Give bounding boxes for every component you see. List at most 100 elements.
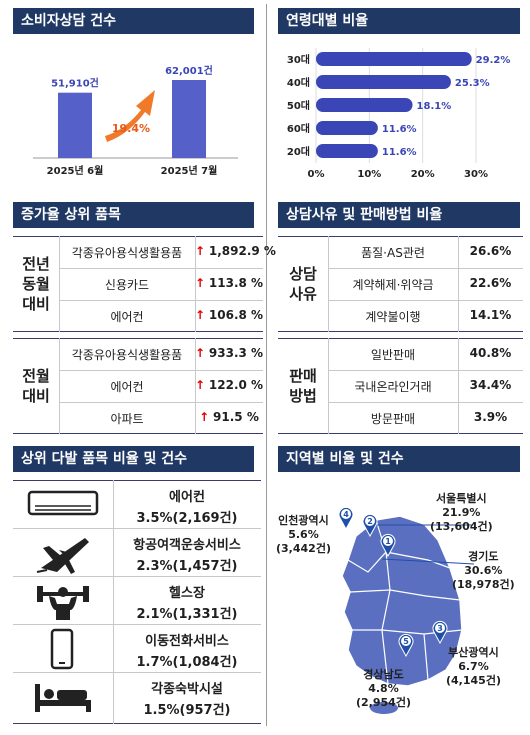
consult-bar [58, 92, 92, 158]
col-divider [195, 338, 196, 434]
region-header: 지역별 비율 및 건수 [278, 446, 520, 472]
mobile-phone-icon [50, 628, 74, 670]
age-xtick-label: 20% [411, 169, 435, 180]
reason-value-cell: 34.4% [458, 378, 523, 392]
region-name: 서울특별시 [436, 492, 487, 505]
reason-item: 품질·AS관련 [361, 246, 425, 260]
region-pct: 4.8% [368, 682, 399, 695]
increase-value-cell: ↑ 106.8 % [195, 308, 263, 322]
region-name: 인천광역시 [278, 514, 329, 527]
reason-value: 3.9% [473, 410, 508, 424]
age-bar-chart: 0% 10% 20% 30% 30대 29.2% 40대 25.3% 50대 18.1% 60대 1… [287, 48, 510, 180]
region-label-gyeonggi: 경기도 30.6% (18,978건) [452, 550, 515, 592]
increase-item: 에어컨 [110, 310, 144, 324]
gym-icon [37, 586, 89, 620]
map-pin-icon: 2 [362, 513, 378, 537]
reason-value-cell: 14.1% [458, 308, 523, 322]
age-xtick-label: 0% [308, 169, 325, 180]
increase-value: 1,892.9 % [208, 244, 276, 258]
top-items-divider [113, 480, 114, 724]
row-divider [13, 576, 261, 577]
region-name: 경상남도 [363, 668, 404, 681]
age-xtick-label: 30% [464, 169, 488, 180]
top-item-stat: 1.7%(1,084건) [136, 655, 238, 670]
age-value-label: 25.3% [455, 78, 490, 89]
reason-table: 상담 사유 품질·AS관련 26.6% 계약해제·위약금 22.6% 계약불이행 14.1%… [278, 236, 523, 434]
map-pin-icon: 5 [398, 633, 414, 657]
age-bar [316, 52, 472, 66]
consult-bar-chart: 51,910건 2025년 6월 62,001건 2025년 7월 19.4% [33, 64, 238, 177]
region-pct: 6.7% [458, 660, 489, 673]
consult-bar [172, 80, 206, 158]
airplane-icon [36, 538, 89, 574]
increase-arrow-icon [105, 90, 155, 142]
region-count: (18,978건) [452, 578, 515, 591]
age-value-label: 18.1% [417, 101, 452, 112]
increase-value-cell: ↑ 122.0 % [195, 378, 263, 392]
reason-item: 일반판매 [370, 348, 416, 362]
up-arrow-icon: ↑ [195, 244, 206, 258]
reason-group-label: 상담 사유 [289, 265, 317, 303]
increase-group-frame [13, 338, 263, 434]
region-pct: 21.9% [442, 506, 481, 519]
increase-group-frame [13, 236, 263, 332]
top-items-frame [13, 480, 261, 724]
row-divider [59, 370, 263, 371]
reason-value: 40.8% [469, 346, 512, 360]
col-divider [328, 236, 329, 332]
region-label-incheon: 인천광역시 5.6% (3,442건) [276, 514, 331, 556]
korea-mainland-shape [341, 515, 463, 687]
row-divider [328, 268, 523, 269]
top-item-stat: 3.5%(2,169건) [136, 511, 238, 526]
air-conditioner-icon [27, 490, 99, 516]
increase-value-cell: ↑ 1,892.9 % [195, 244, 276, 258]
top-items-list: 에어컨 3.5%(2,169건) 항공여객운송서비스 2.3%(1,457건) … [13, 480, 261, 724]
province-borders [347, 519, 463, 685]
reason-item: 방문판매 [370, 412, 416, 426]
row-divider [59, 402, 263, 403]
increase-value-cell: ↑ 91.5 % [195, 410, 263, 424]
reason-item: 국내온라인거래 [354, 380, 432, 394]
reason-item: 계약불이행 [365, 310, 421, 324]
reason-value: 26.6% [469, 244, 512, 258]
age-xtick-label: 10% [357, 169, 381, 180]
up-arrow-icon: ↑ [199, 410, 210, 424]
age-category-label: 50대 [287, 99, 310, 112]
reason-item: 계약해제·위약금 [352, 278, 434, 292]
col-divider [59, 236, 60, 332]
row-divider [328, 402, 523, 403]
consult-value-label: 62,001건 [165, 64, 213, 77]
consult-pct-label: 19.4% [112, 122, 150, 135]
up-arrow-icon: ↑ [195, 346, 206, 360]
reason-value-cell: 3.9% [458, 410, 523, 424]
map-pin-icon: 3 [432, 620, 448, 644]
row-divider [59, 300, 263, 301]
region-pct: 5.6% [288, 528, 319, 541]
pin-rank: 1 [385, 537, 391, 546]
age-bar [316, 121, 378, 135]
reason-group-label: 판매 방법 [289, 367, 317, 405]
region-label-seoul: 서울특별시 21.9% (13,604건) [430, 492, 493, 534]
consult-value-label: 51,910건 [51, 77, 99, 90]
reason-value-cell: 40.8% [458, 346, 523, 360]
row-divider [13, 624, 261, 625]
reason-group-frame [278, 338, 523, 434]
leader-line [381, 558, 475, 565]
reason-header: 상담사유 및 판매방법 비율 [278, 202, 520, 228]
up-arrow-icon: ↑ [195, 276, 206, 290]
top-items-header: 상위 다발 품목 비율 및 건수 [13, 446, 254, 472]
increase-value: 106.8 % [208, 308, 264, 322]
age-value-label: 11.6% [382, 147, 417, 158]
col-divider [458, 338, 459, 434]
increase-header: 증가율 상위 품목 [13, 202, 254, 228]
age-bar [316, 98, 413, 112]
map-pin-icon: 4 [338, 506, 354, 530]
region-count: (4,145건) [446, 674, 501, 687]
region-label-gyeongnam: 경상남도 4.8% (2,954건) [356, 668, 411, 710]
top-item-name: 항공여객운송서비스 [133, 538, 241, 553]
col-divider [195, 236, 196, 332]
increase-value-cell: ↑ 113.8 % [195, 276, 263, 290]
pin-rank: 3 [437, 624, 443, 633]
reason-value-cell: 22.6% [458, 276, 523, 290]
col-divider [458, 236, 459, 332]
